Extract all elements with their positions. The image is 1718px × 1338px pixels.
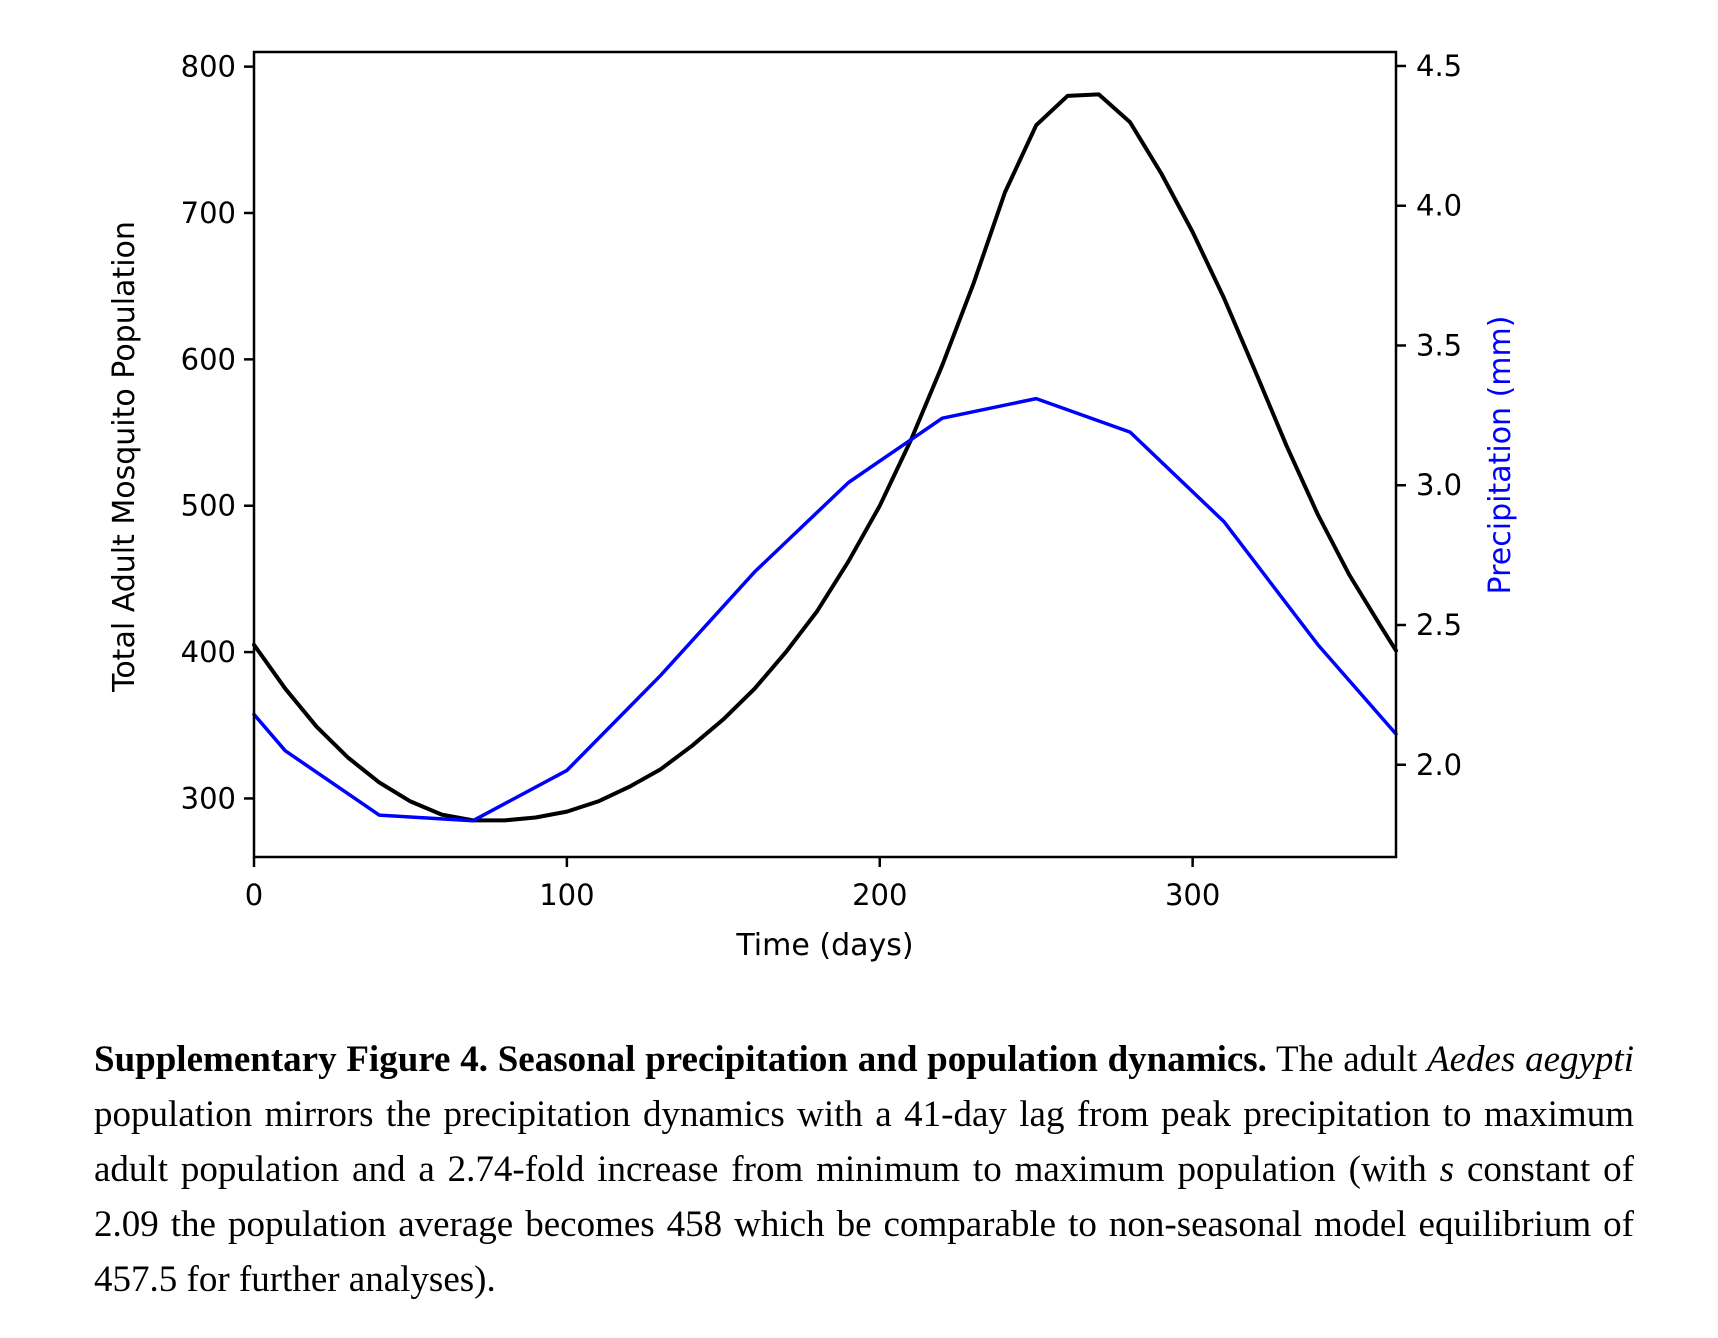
x-tick-label-2: 200 — [852, 878, 907, 912]
y2-tick-label-2: 3.0 — [1416, 468, 1462, 502]
precipitation-line — [252, 396, 1398, 823]
x-tick-label-3: 300 — [1165, 878, 1220, 912]
y-axis-right-label: Precipitation (mm) — [1483, 316, 1518, 595]
y-axis-left-ticks: 300 400 500 600 700 800 — [181, 50, 254, 815]
y-tick-label-1: 400 — [181, 635, 236, 669]
y-axis-left-label: Total Adult Mosquito Population — [107, 221, 142, 693]
chart: 0 100 200 300 300 400 500 600 700 800 2.0 2.5 3.0 3… — [107, 49, 1518, 963]
caption-text-2: population mirrors the precipitation dyn… — [94, 1094, 1634, 1190]
y-tick-label-5: 800 — [181, 50, 236, 84]
y2-tick-label-0: 2.0 — [1416, 748, 1462, 782]
plot-frame — [252, 50, 1398, 859]
population-line — [252, 92, 1398, 823]
y2-tick-label-5: 4.5 — [1416, 49, 1462, 83]
x-tick-label-1: 100 — [539, 878, 594, 912]
x-axis-label: Time (days) — [735, 928, 913, 963]
caption-species: Aedes aegypti — [1427, 1039, 1634, 1080]
caption-variable: s — [1439, 1149, 1455, 1190]
y-tick-label-2: 500 — [181, 489, 236, 523]
x-axis-ticks: 0 100 200 300 — [245, 857, 1220, 912]
caption-text-3: constant of 2.09 the population average … — [94, 1149, 1634, 1300]
figure-caption: Supplementary Figure 4. Seasonal precipi… — [94, 1032, 1634, 1307]
y2-tick-label-4: 4.0 — [1416, 189, 1462, 223]
y2-tick-label-1: 2.5 — [1416, 608, 1462, 642]
y-tick-label-4: 700 — [181, 196, 236, 230]
caption-title: Supplementary Figure 4. Seasonal precipi… — [94, 1039, 1267, 1080]
y-axis-right-ticks: 2.0 2.5 3.0 3.5 4.0 4.5 — [1396, 49, 1462, 782]
series-lines — [252, 92, 1398, 823]
caption-text-1: The adult — [1266, 1039, 1427, 1080]
y-tick-label-3: 600 — [181, 342, 236, 376]
y-tick-label-0: 300 — [181, 781, 236, 815]
y2-tick-label-3: 3.5 — [1416, 328, 1462, 362]
x-tick-label-0: 0 — [245, 878, 263, 912]
